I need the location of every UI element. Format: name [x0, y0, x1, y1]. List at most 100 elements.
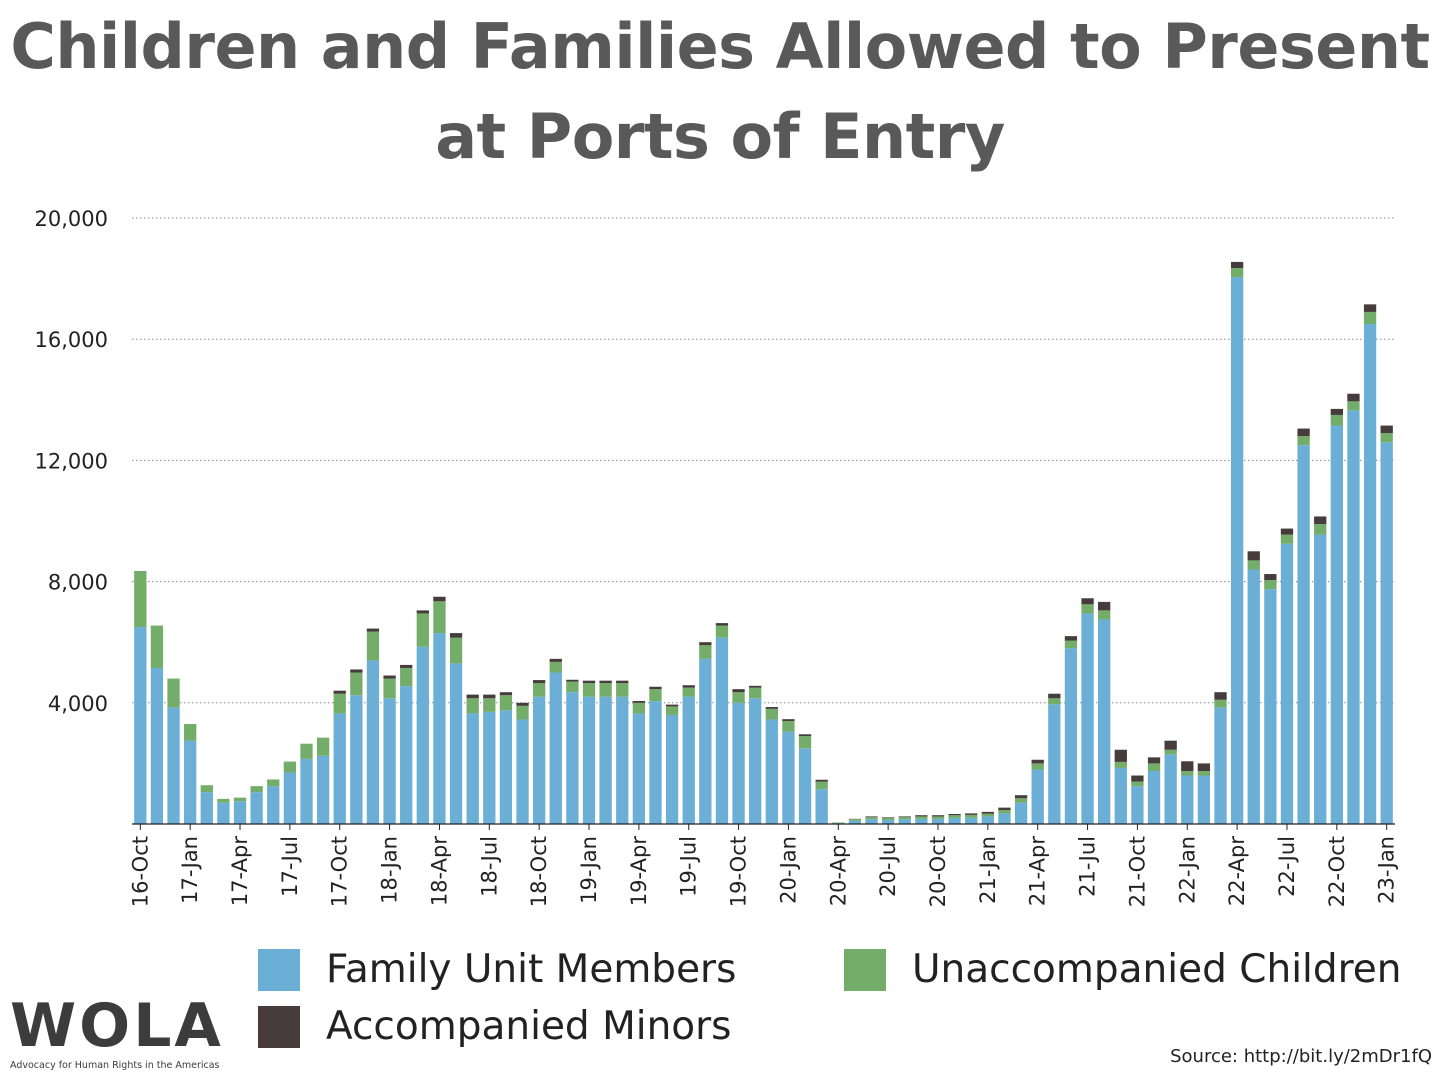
bar-segment-family: [1131, 786, 1144, 824]
x-tick-label: 18-Jan: [378, 836, 402, 904]
bar-segment-family: [981, 816, 994, 824]
bar-segment-family: [1048, 704, 1061, 824]
bar-segment-accompanied: [981, 811, 994, 814]
bar-segment-family: [1363, 324, 1377, 824]
bar-segment-unaccompanied: [250, 786, 263, 793]
bar-segment-unaccompanied: [616, 683, 629, 697]
bar-segment-family: [1247, 569, 1260, 824]
bar-segment-accompanied: [483, 694, 496, 699]
y-tick-label: 20,000: [35, 207, 108, 231]
x-tick-label: 21-Apr: [1026, 836, 1050, 907]
bar-segment-family: [184, 740, 197, 824]
bar-segment-unaccompanied: [1380, 433, 1393, 443]
bar-segment-unaccompanied: [449, 637, 463, 664]
bar-segment-unaccompanied: [998, 810, 1011, 814]
bar-segment-family: [1164, 754, 1177, 824]
logo-tagline: Advocacy for Human Rights in the America…: [10, 1060, 220, 1071]
bar-segment-unaccompanied: [682, 687, 695, 697]
legend-swatch-family: [258, 948, 300, 991]
bar-segment-family: [965, 817, 978, 824]
legend-item-accompanied: Accompanied Minors: [258, 1004, 732, 1049]
bar-segment-unaccompanied: [915, 816, 928, 819]
bar-segment-accompanied: [715, 623, 729, 626]
bar-segment-family: [998, 813, 1011, 824]
bar-segment-unaccompanied: [1214, 699, 1227, 708]
bar-segment-family: [483, 711, 496, 824]
bar-segment-accompanied: [1380, 425, 1393, 434]
bar-segment-family: [1081, 613, 1094, 824]
x-tick-label: 23-Jan: [1375, 836, 1399, 904]
bar-segment-accompanied: [965, 813, 978, 815]
bar-segment-unaccompanied: [865, 817, 878, 820]
source-note: Source: http://bit.ly/2mDr1fQ: [1170, 1046, 1432, 1067]
bar-segment-family: [416, 646, 429, 824]
bar-segment-accompanied: [416, 610, 429, 614]
bar-segment-accompanied: [1131, 775, 1144, 782]
bar-segment-unaccompanied: [649, 689, 662, 702]
bar-segment-unaccompanied: [749, 687, 762, 699]
bar-segment-unaccompanied: [1098, 610, 1111, 620]
bar-segment-unaccompanied: [549, 661, 562, 673]
bar-segment-accompanied: [1098, 601, 1111, 611]
bar-segment-family: [217, 802, 230, 824]
bar-segment-unaccompanied: [1048, 698, 1061, 705]
x-tick-label: 20-Apr: [826, 836, 850, 907]
bar-segment-family: [649, 701, 662, 824]
x-tick-label: 20-Jul: [876, 836, 900, 897]
wola-logo: WOLA Advocacy for Human Rights in the Am…: [10, 996, 224, 1071]
bar-segment-unaccompanied: [533, 683, 546, 697]
bar-segment-unaccompanied: [217, 798, 230, 803]
y-tick-label: 12,000: [35, 449, 108, 473]
bar-segment-family: [566, 692, 579, 824]
bar-segment-family: [366, 660, 380, 824]
bar-segment-unaccompanied: [848, 819, 862, 821]
bar-segment-family: [167, 707, 180, 824]
bar-segment-unaccompanied: [815, 781, 828, 790]
bar-segment-unaccompanied: [400, 667, 413, 687]
bar-segment-accompanied: [1031, 759, 1044, 764]
bar-segment-accompanied: [865, 816, 878, 818]
x-tick-label: 22-Jul: [1275, 836, 1299, 897]
bar-segment-family: [499, 710, 513, 824]
x-tick-label: 16-Oct: [128, 836, 152, 907]
bar-segment-unaccompanied: [416, 613, 429, 647]
bar-segment-unaccompanied: [283, 761, 297, 773]
bar-segment-accompanied: [1164, 740, 1177, 750]
bar-segment-unaccompanied: [898, 817, 911, 820]
bar-segment-accompanied: [1230, 261, 1244, 268]
bar-segment-family: [732, 702, 745, 824]
bar-segment-unaccompanied: [1314, 524, 1327, 535]
bar-segment-family: [1314, 534, 1327, 824]
bar-segment-accompanied: [383, 675, 396, 679]
bar-segment-accompanied: [1064, 636, 1078, 641]
bar-segment-unaccompanied: [1363, 311, 1377, 325]
bar-segment-unaccompanied: [1064, 640, 1078, 649]
bar-segment-family: [1114, 767, 1127, 824]
bar-segment-accompanied: [499, 692, 513, 696]
bar-segment-accompanied: [699, 642, 712, 646]
bar-segment-unaccompanied: [167, 678, 180, 708]
bar-segment-family: [300, 758, 313, 824]
bar-segment-family: [1264, 589, 1277, 824]
bar-segment-family: [316, 755, 330, 824]
bar-segment-unaccompanied: [798, 736, 812, 749]
bar-segment-unaccompanied: [665, 706, 679, 715]
bar-segment-family: [466, 713, 479, 824]
bar-segment-unaccompanied: [267, 779, 280, 787]
bar-segment-unaccompanied: [1247, 560, 1260, 570]
bar-segment-unaccompanied: [233, 797, 247, 802]
bar-segment-accompanied: [1214, 692, 1227, 700]
x-tick-label: 17-Jul: [278, 836, 302, 897]
bar-segment-unaccompanied: [765, 708, 778, 720]
bar-segment-family: [549, 672, 562, 824]
bar-segment-family: [250, 792, 263, 824]
bar-segment-family: [898, 819, 911, 824]
bar-segment-unaccompanied: [1181, 770, 1194, 776]
bar-segment-accompanied: [632, 700, 646, 703]
bar-segment-unaccompanied: [366, 631, 380, 661]
bar-segment-unaccompanied: [1081, 604, 1094, 614]
bar-segment-family: [815, 789, 828, 824]
bar-segment-accompanied: [350, 669, 363, 673]
bar-segment-unaccompanied: [599, 683, 612, 697]
